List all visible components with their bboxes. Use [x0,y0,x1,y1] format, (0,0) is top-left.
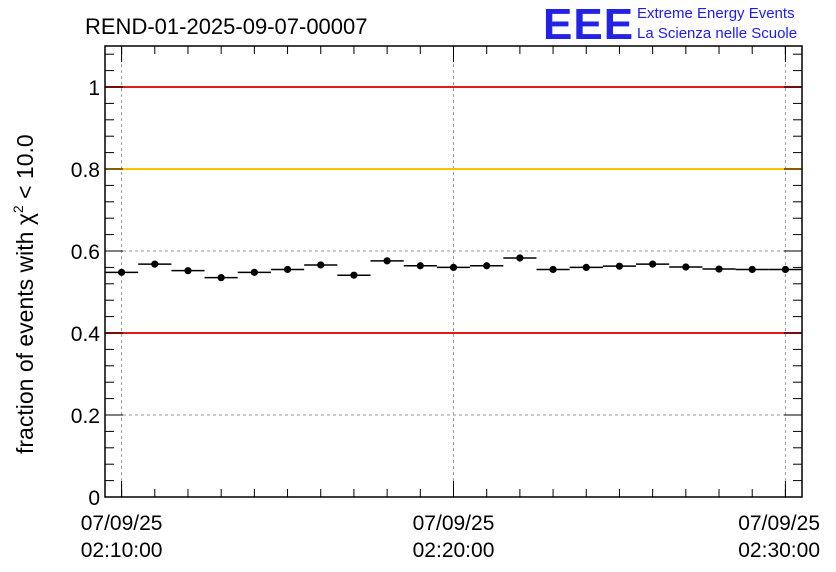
data-point-15 [615,262,624,270]
x-ticks: 07/09/25 02:10:00 07/09/25 02:20:00 07/09/25… [81,46,820,562]
logo-line-2: La Scienza nelle Scuole [637,25,797,42]
y-tick-label-0: 0 [88,487,100,510]
chi-superscript: 2 [10,205,26,213]
x-tick-time-0: 02:10:00 [81,539,163,562]
gridlines [105,46,802,497]
data-point-18 [715,265,723,273]
data-point-12 [516,254,524,262]
data-point-6 [317,261,325,269]
data-point-3 [217,274,225,282]
data-point-20 [781,265,790,274]
data-point-2 [184,267,192,275]
x-tick-date-1: 07/09/25 [413,512,495,535]
data-point-0 [117,268,126,276]
data-points [105,254,802,282]
eee-logo-mark: EEE [543,0,634,49]
x-tick-date-0: 07/09/25 [81,512,163,535]
data-point-17 [682,263,690,271]
y-tick-label-4: 0.8 [71,159,100,182]
data-point-1 [151,260,159,268]
logo-line-1: Extreme Energy Events [637,5,795,22]
x-tick-time-1: 02:20:00 [413,539,495,562]
chi-symbol: χ [12,213,38,225]
data-point-11 [483,262,491,270]
y-ticks: 0 0.2 0.4 0.6 0.8 1 [71,53,802,510]
data-point-8 [383,257,391,265]
y-tick-label-1: 0.2 [71,405,100,428]
data-point-5 [283,265,292,274]
y-tick-label-5: 1 [88,77,100,100]
eee-logo: EEE Extreme Energy Events La Scienza nel… [543,0,797,49]
y-tick-label-2: 0.4 [71,323,101,346]
data-point-13 [549,265,557,274]
data-point-9 [416,262,424,270]
y-axis-label: fraction of events with χ2 < 10.0 [10,134,38,454]
data-point-16 [649,260,657,268]
data-point-10 [449,263,458,271]
reference-lines [105,86,802,334]
data-point-7 [350,271,358,279]
y-tick-label-3: 0.6 [71,241,100,264]
data-point-4 [250,268,258,276]
x-tick-date-2: 07/09/25 [738,512,820,535]
chart-title: REND-01-2025-09-07-00007 [85,14,368,39]
data-point-19 [748,265,756,274]
data-point-14 [582,263,590,271]
x-tick-time-2: 02:30:00 [738,539,820,562]
